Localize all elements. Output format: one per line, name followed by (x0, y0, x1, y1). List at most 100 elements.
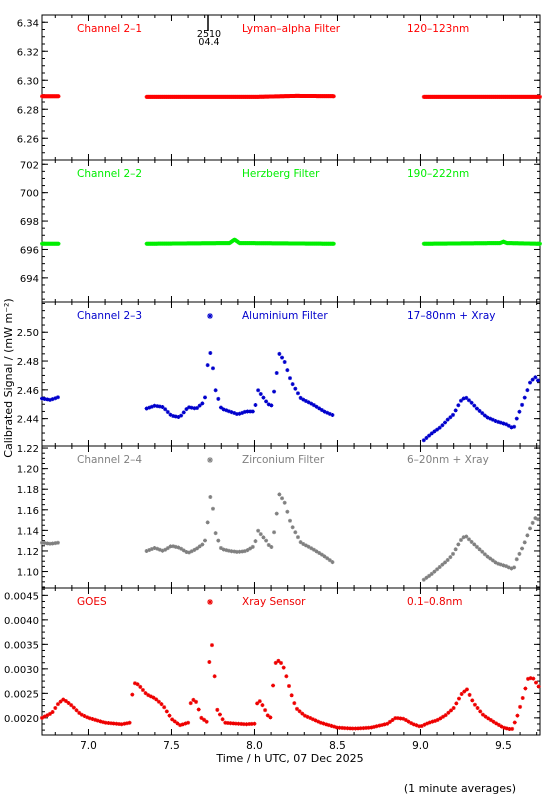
data-point (295, 535, 300, 540)
data-point (435, 567, 440, 572)
data-point (424, 435, 429, 440)
data-point (208, 495, 213, 500)
data-point (282, 500, 287, 505)
data-point (106, 721, 111, 726)
data-point (55, 702, 60, 707)
data-point (298, 540, 303, 545)
data-point (224, 408, 229, 413)
data-point (477, 408, 482, 413)
data-point (215, 707, 220, 712)
y-tick-label: 6.28 (17, 105, 39, 116)
data-point (218, 545, 223, 550)
data-point (144, 406, 149, 411)
data-point (234, 549, 239, 554)
data-point (127, 720, 132, 725)
data-point (56, 241, 61, 246)
data-point (95, 718, 100, 723)
y-tick-label: 6.30 (17, 76, 39, 87)
data-point (364, 725, 369, 730)
data-point (196, 707, 201, 712)
data-point (498, 562, 503, 567)
x-tick-label: 7.5 (163, 740, 180, 752)
data-point (179, 413, 184, 418)
panel-ch22: 694 696 698 700 702 Channel 2–2 Herzberg Filte… (20, 159, 542, 303)
data-point (483, 714, 488, 719)
data-point (241, 722, 246, 727)
data-point (512, 565, 517, 570)
data-point (233, 721, 238, 726)
data-point (411, 722, 416, 727)
x-axis-label: Time / h UTC, 07 Dec 2025 (215, 752, 363, 765)
data-point (176, 545, 181, 550)
data-point (261, 395, 266, 400)
series-ch21 (40, 93, 542, 99)
data-point (282, 360, 287, 365)
data-point (297, 709, 302, 714)
data-point (179, 546, 184, 551)
data-point (467, 692, 472, 697)
panel-label-left: Channel 2–1 (77, 23, 142, 35)
data-point (461, 396, 466, 401)
data-point (71, 705, 76, 710)
panel-label-left: Channel 2–2 (77, 168, 142, 180)
data-point (274, 511, 279, 516)
data-point (464, 395, 469, 400)
panel-frame (41, 301, 541, 447)
data-point (332, 724, 337, 729)
data-point (47, 397, 52, 402)
panel-label-mid: Zirconium Filter (242, 454, 325, 466)
data-point (440, 562, 445, 567)
panel-label-right: 6–20nm + Xray (407, 454, 489, 466)
data-point (311, 403, 316, 408)
data-point (143, 691, 148, 696)
data-point (317, 551, 322, 556)
data-point (266, 543, 271, 548)
data-point (155, 546, 160, 551)
data-point (488, 718, 493, 723)
data-point (232, 549, 237, 554)
data-point (429, 571, 434, 576)
data-point (504, 726, 509, 731)
data-point (200, 542, 205, 547)
data-point (437, 564, 442, 569)
panel-label-mid: Herzberg Filter (242, 168, 320, 180)
data-point (301, 541, 306, 546)
data-point (366, 725, 371, 730)
data-point (451, 412, 456, 417)
data-point (440, 423, 445, 428)
data-point (281, 665, 286, 670)
data-point (250, 544, 255, 549)
data-point (180, 722, 185, 727)
data-point (425, 721, 430, 726)
data-point (419, 724, 424, 729)
data-point (156, 699, 161, 704)
series-ch22 (40, 237, 542, 246)
y-tick-label: 2.50 (17, 328, 39, 339)
data-point (325, 556, 330, 561)
panel-frame (41, 445, 541, 589)
data-point (470, 698, 475, 703)
data-point (273, 660, 278, 665)
data-point (486, 716, 491, 721)
data-point (295, 391, 300, 396)
data-point (499, 724, 504, 729)
data-point (138, 684, 143, 689)
data-point (314, 404, 319, 409)
data-point (325, 410, 330, 415)
panel-frame (41, 14, 541, 161)
y-tick-label: 700 (20, 189, 39, 200)
data-point (443, 560, 448, 565)
y-axis-label: Calibrated Signal / (mW m⁻²) (2, 298, 15, 457)
y-tick-label: 1.14 (17, 526, 39, 537)
data-point (47, 541, 52, 546)
data-point (271, 683, 276, 688)
data-point (390, 717, 395, 722)
data-point (510, 726, 515, 731)
data-point (232, 411, 237, 416)
data-point (224, 548, 229, 553)
data-point (533, 375, 538, 380)
data-point (327, 558, 332, 563)
data-point (144, 548, 149, 553)
data-point (265, 713, 270, 718)
data-point (170, 717, 175, 722)
